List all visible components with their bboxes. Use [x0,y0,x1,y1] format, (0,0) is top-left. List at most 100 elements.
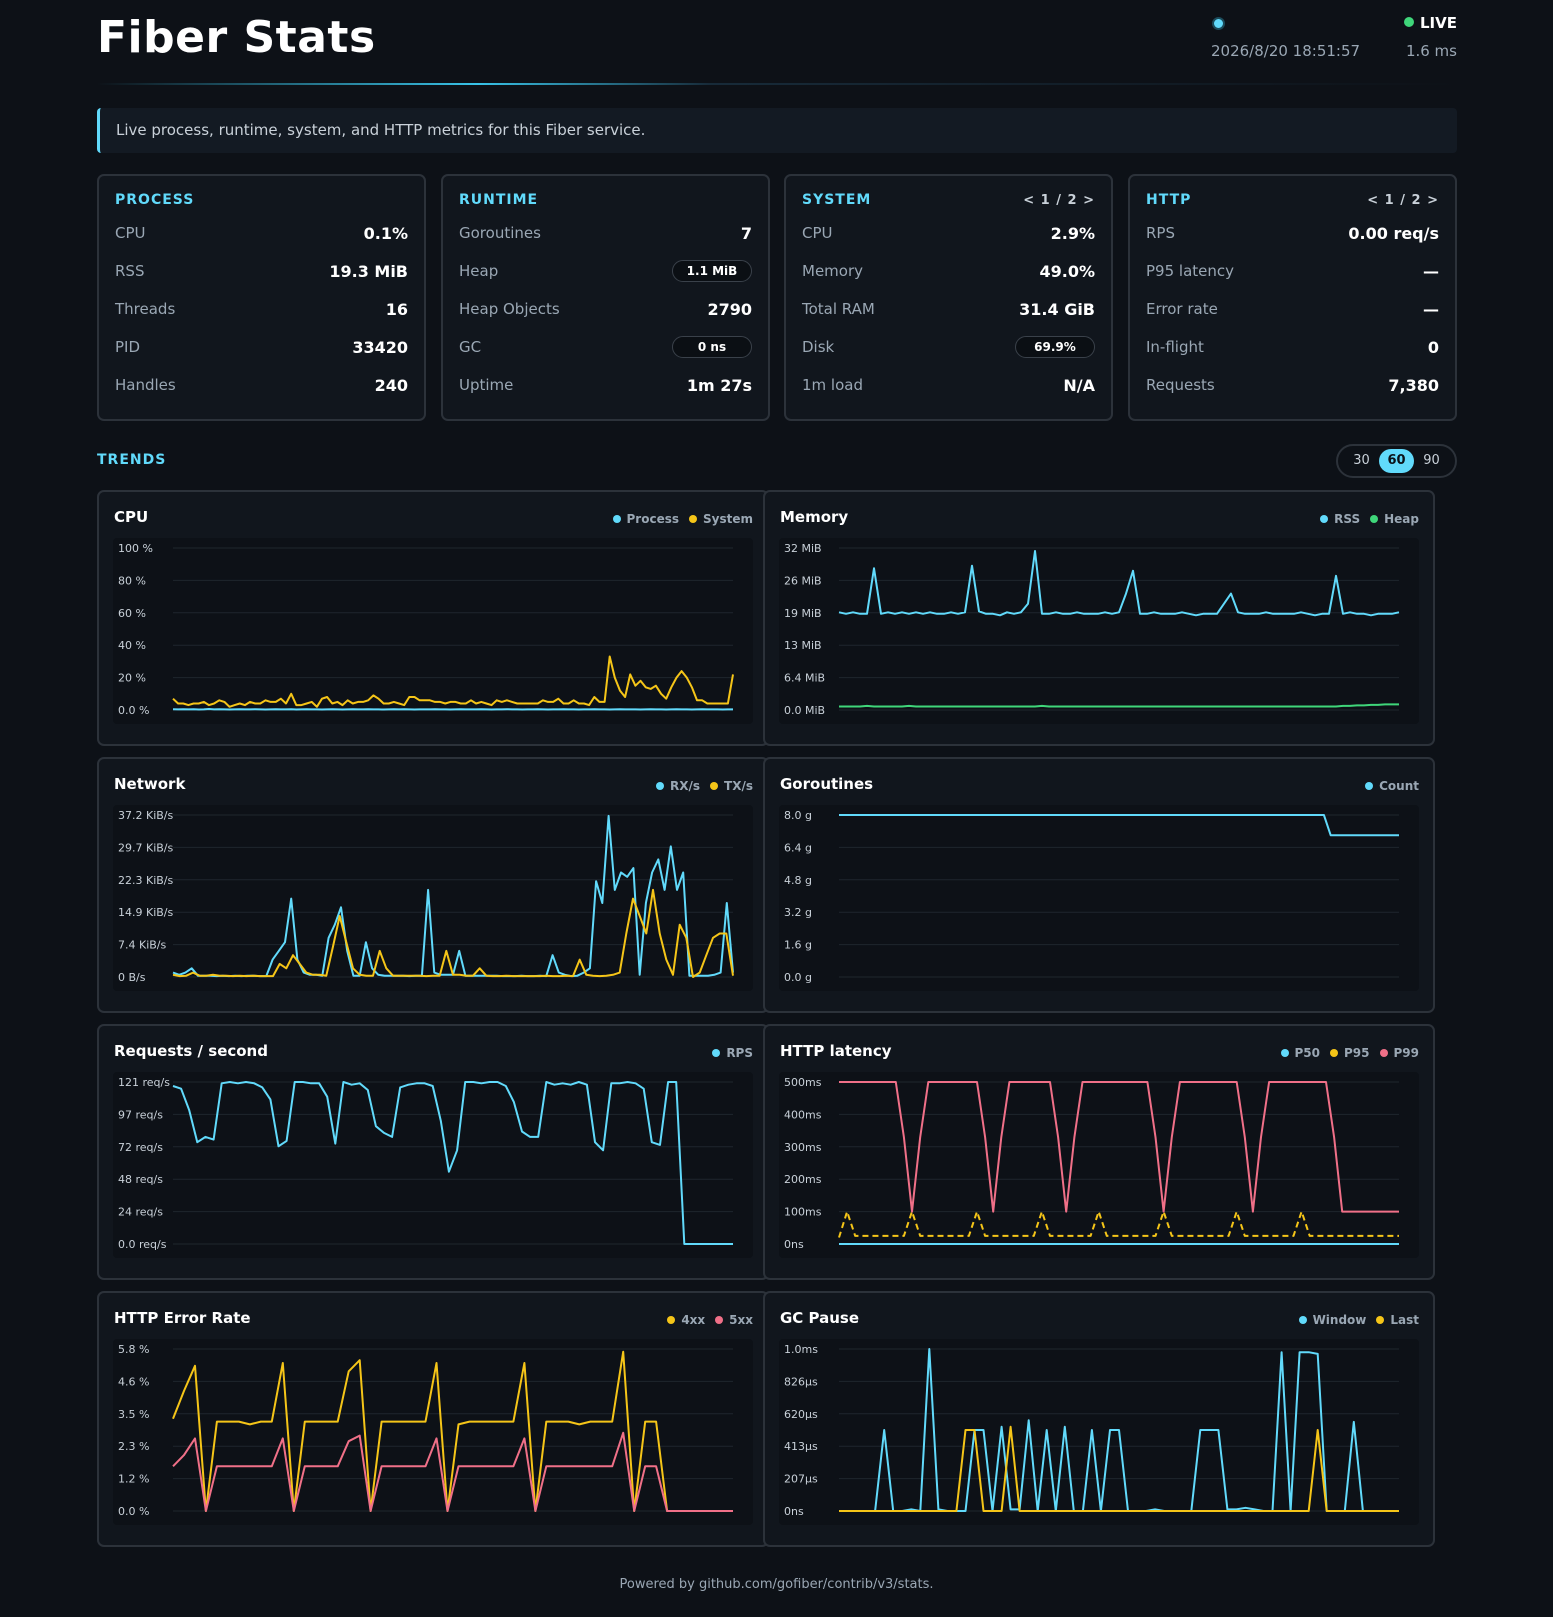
chart-title: HTTP latency [780,1042,892,1060]
legend-item[interactable]: Heap [1370,512,1419,526]
y-tick-label: 13 MiB [784,639,822,652]
stat-row: Memory 49.0% [802,252,1095,290]
stat-row: 1m load N/A [802,366,1095,404]
legend-item[interactable]: P95 [1330,1046,1370,1060]
stat-label: Heap [459,262,499,280]
series-line [839,1425,1399,1512]
stat-value: N/A [1063,375,1095,395]
legend-label: RPS [726,1046,753,1060]
window-selector: 30 60 90 [1336,444,1457,478]
stat-label: RSS [115,262,145,280]
y-tick-label: 14.9 KiB/s [118,906,174,919]
http-pager[interactable]: < 1 / 2 > [1367,193,1439,208]
y-tick-label: 100 % [118,542,153,555]
window-option-90[interactable]: 90 [1423,453,1440,468]
stat-label: CPU [115,224,146,242]
legend-item[interactable]: 5xx [715,1313,753,1327]
chart-title: Goroutines [780,775,874,793]
series-line [172,888,734,978]
y-tick-label: 413µs [784,1440,818,1453]
response-latency: 1.6 ms [1405,42,1457,60]
stat-label: P95 latency [1146,262,1235,280]
legend-dot-icon [1379,1049,1388,1057]
legend-item[interactable]: P99 [1379,1046,1419,1060]
legend-label: Process [626,512,680,526]
legend-item[interactable]: RSS [1320,512,1360,526]
y-tick-label: 4.6 % [118,1375,149,1388]
window-option-60[interactable]: 60 [1379,449,1414,473]
rps-chart: Requests / second RPS 121 req/s 97 req/s 72 … [97,1024,769,1280]
legend-item[interactable]: System [689,512,753,526]
y-tick-label: 620µs [784,1408,818,1421]
stat-value: 7,380 [1388,375,1439,395]
legend-item[interactable]: P50 [1280,1046,1320,1060]
live-label: LIVE [1420,14,1457,32]
stat-row: CPU 2.9% [802,214,1095,252]
legend-dot-icon [1320,515,1329,523]
window-option-30[interactable]: 30 [1353,453,1370,468]
legend-item[interactable]: Window [1298,1313,1366,1327]
chart-plot: 32 MiB 26 MiB 19 MiB 13 MiB 6.4 MiB 0.0 MiB [779,538,1419,724]
stat-label: Total RAM [802,300,875,318]
stat-row: Heap 1.1 MiB [459,252,752,290]
series-line [839,814,1399,837]
stat-label: Goroutines [459,224,541,242]
legend-dot-icon [1370,515,1379,523]
y-tick-label: 4.8 g [784,874,812,887]
stat-value: 1m 27s [686,375,752,395]
stat-row: Disk 69.9% [802,328,1095,366]
legend-item[interactable]: TX/s [710,779,753,793]
y-tick-label: 40 % [118,639,146,652]
stat-row: P95 latency — [1146,252,1439,290]
y-tick-label: 6.4 MiB [784,672,825,685]
chart-plot: 1.0ms 826µs 620µs 413µs 207µs 0ns [779,1339,1419,1525]
legend-dot-icon [656,782,664,790]
legend-item[interactable]: RX/s [656,779,700,793]
y-tick-label: 19 MiB [784,607,822,620]
y-tick-label: 0 B/s [118,971,146,984]
legend-label: Heap [1384,512,1419,526]
stat-value: 69.9% [1015,336,1095,358]
latency-chart: HTTP latency P50 P95 P99 500ms 400ms 300ms 200m… [763,1024,1435,1280]
y-tick-label: 32 MiB [784,542,822,555]
system-pager[interactable]: < 1 / 2 > [1023,193,1095,208]
stat-row: CPU 0.1% [115,214,408,252]
stat-row: Threads 16 [115,290,408,328]
stat-label: PID [115,338,141,356]
footer: Powered by github.com/gofiber/contrib/v3… [619,1577,934,1592]
legend-item[interactable]: Count [1365,779,1419,793]
chart-plot: 37.2 KiB/s 29.7 KiB/s 22.3 KiB/s 14.9 KiB/s… [113,805,753,991]
stat-value: 1.1 MiB [672,260,752,282]
legend-item[interactable]: Last [1376,1313,1419,1327]
series-line [838,550,1400,617]
y-tick-label: 207µs [784,1473,818,1486]
series-line [172,1081,733,1245]
legend-item[interactable]: RPS [712,1046,753,1060]
chart-title: Requests / second [114,1042,268,1060]
live-dot-icon [1404,17,1414,27]
chart-title: Memory [780,508,849,526]
chart-legend: Count [1365,779,1419,793]
y-tick-label: 60 % [118,607,146,620]
stat-row: Uptime 1m 27s [459,366,752,404]
y-tick-label: 3.5 % [118,1408,149,1421]
stat-row: Handles 240 [115,366,408,404]
legend-item[interactable]: Process [612,512,680,526]
stat-label: GC [459,338,482,356]
plot-background [779,538,1419,724]
page-description: Live process, runtime, system, and HTTP … [97,108,1457,153]
legend-label: TX/s [724,779,753,793]
stat-label: CPU [802,224,833,242]
y-tick-label: 20 % [118,672,146,685]
y-tick-label: 97 req/s [118,1108,163,1121]
stat-label: RPS [1146,224,1175,242]
card-title: HTTP [1146,192,1192,208]
legend-label: Count [1379,779,1419,793]
plot-background [113,538,753,724]
runtime-card: RUNTIME Goroutines 7 Heap 1.1 MiB Heap Objec… [441,174,770,421]
legend-item[interactable]: 4xx [667,1313,705,1327]
legend-label: Last [1390,1313,1419,1327]
y-tick-label: 0.0 g [784,971,812,984]
legend-dot-icon [710,782,719,790]
stat-row: In-flight 0 [1146,328,1439,366]
